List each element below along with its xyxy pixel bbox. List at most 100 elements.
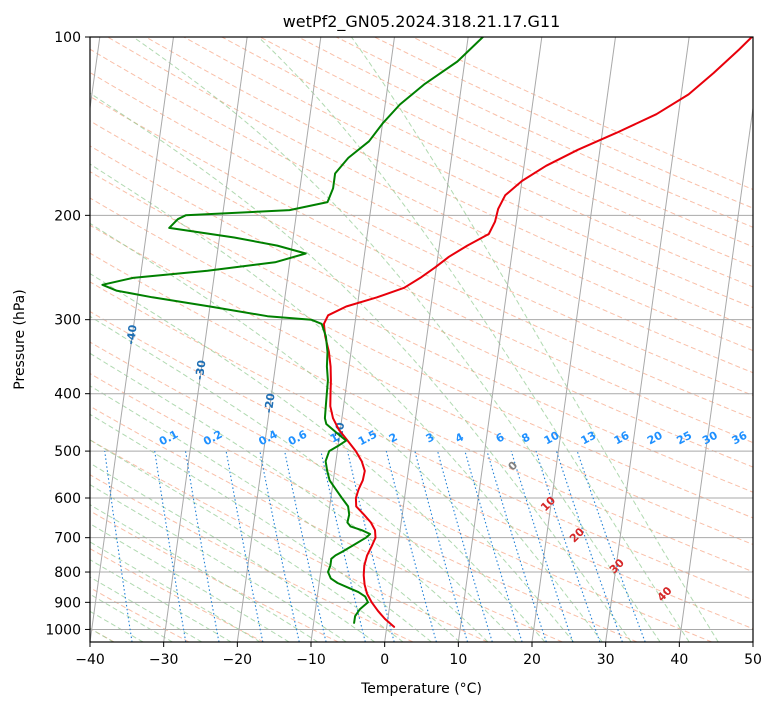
- isotherm: [531, 37, 616, 642]
- isotherm: [384, 37, 469, 642]
- pressure-gridlines: [90, 37, 753, 630]
- mixing-ratio-label: 10: [542, 429, 562, 448]
- plot-frame: [89, 36, 754, 643]
- x-axis-ticks: −40 −30 −20 −10 0 10 20 30 40 50: [75, 642, 762, 668]
- plot-area: -100-90-80-70-60-50-40-30-20-100.10.20.4…: [90, 37, 753, 642]
- isotherms: [90, 37, 753, 642]
- y-tick-label: 700: [54, 531, 81, 547]
- y-tick-label: 600: [54, 491, 81, 507]
- x-tick-label: −30: [149, 652, 179, 668]
- dry-adiabat: [90, 310, 753, 630]
- moist-adiabat: [90, 385, 461, 642]
- chart-title: wetPf2_GN05.2024.318.21.17.G11: [283, 12, 561, 32]
- moist-adiabat: [90, 541, 261, 642]
- dry-adiabat: [90, 71, 753, 397]
- moist-adiabat: [90, 576, 203, 642]
- dry-adiabat: [183, 37, 753, 309]
- temperature-line: [322, 37, 753, 628]
- mixing-ratio-line: [535, 450, 601, 642]
- moist-adiabat: [350, 37, 719, 642]
- isotherm: [310, 37, 395, 642]
- x-tick-label: 20: [523, 652, 541, 668]
- y-tick-label: 400: [54, 387, 81, 403]
- mixing-ratio-line: [464, 450, 523, 642]
- y-tick-label: 100: [54, 30, 81, 46]
- moist-adiabat: [258, 37, 690, 642]
- y-axis-label: Pressure (hPa): [12, 289, 28, 389]
- isotherm-label: -30: [193, 359, 209, 381]
- dry-adiabat: [90, 95, 753, 420]
- mixing-ratio-line: [284, 450, 327, 642]
- x-tick-label: 0: [380, 652, 389, 668]
- moist-adiabat: [90, 163, 603, 642]
- isotherm: [163, 37, 248, 642]
- x-tick-label: 50: [744, 652, 762, 668]
- dry-adiabat: [145, 37, 753, 330]
- y-tick-label: 500: [54, 444, 81, 460]
- sounding-series: [101, 37, 753, 628]
- mixing-ratio-line: [437, 450, 493, 642]
- isotherm: [457, 37, 543, 642]
- x-tick-label: −40: [75, 652, 105, 668]
- y-tick-label: 800: [54, 565, 81, 581]
- dry-adiabat: [90, 197, 753, 519]
- x-tick-label: −10: [296, 652, 326, 668]
- x-axis-label: Temperature (°C): [360, 681, 482, 697]
- dry-adiabat: [90, 224, 753, 545]
- moist-adiabat: [90, 352, 489, 642]
- isoline-labels: -100-90-80-70-60-50-40-30-20-100.10.20.4…: [124, 324, 750, 605]
- moist-adiabat: [90, 222, 574, 642]
- dry-adiabat: [90, 548, 264, 642]
- moist-adiabat: [90, 413, 432, 642]
- moist-adiabat: [90, 315, 517, 642]
- y-tick-label: 900: [54, 595, 81, 611]
- mixing-ratio-line: [510, 450, 574, 642]
- isotherm: [90, 37, 174, 642]
- moist-adiabat: [90, 273, 546, 642]
- x-tick-label: 10: [449, 652, 467, 668]
- isotherm: [236, 37, 322, 642]
- mixing-ratio-label: 25: [674, 429, 694, 448]
- y-tick-label: 300: [54, 313, 81, 329]
- mixing-ratio-lines: [104, 450, 646, 642]
- moist-adiabat: [132, 37, 661, 642]
- moist-adiabat: [90, 439, 404, 642]
- y-tick-label: 1000: [45, 622, 81, 638]
- y-axis-ticks: 1000 900 800 700 600 500 400 300 200 100: [45, 30, 90, 638]
- dry-adiabat: [90, 252, 753, 573]
- mixing-ratio-line: [104, 451, 133, 642]
- moist-adiabat: [90, 462, 376, 642]
- dry-adiabat: [90, 48, 753, 374]
- mixing-ratio-line: [259, 450, 300, 642]
- mixing-ratio-label: 13: [579, 429, 599, 448]
- mixing-ratio-line: [225, 450, 264, 642]
- mixing-ratio-label: 30: [700, 429, 720, 448]
- x-tick-label: 40: [670, 652, 688, 668]
- y-tick-label: 200: [54, 208, 81, 224]
- dry-adiabat: [90, 281, 753, 601]
- moist-adiabat: [90, 559, 232, 642]
- isotherm-label: -40: [124, 324, 140, 346]
- dry-adiabat: [90, 439, 488, 642]
- mixing-ratio-line: [320, 450, 366, 642]
- mixing-ratio-label: 36: [730, 429, 750, 448]
- x-tick-label: −20: [223, 652, 253, 668]
- mixing-ratio-label: 20: [645, 429, 665, 448]
- mixing-ratio-line: [486, 450, 547, 642]
- mixing-ratio-line: [385, 450, 437, 642]
- isotherm-label: -20: [262, 392, 278, 414]
- dewpoint-line: [101, 37, 484, 624]
- mixing-ratio-line: [576, 450, 646, 642]
- moist-adiabat: [90, 484, 347, 642]
- isotherm: [605, 37, 690, 642]
- isotherm: [678, 104, 753, 642]
- dry-adiabat: [90, 405, 563, 642]
- mixing-ratio-line: [414, 450, 469, 642]
- dry-adiabat: [221, 37, 753, 288]
- dry-adiabat: [107, 37, 753, 352]
- moist-adiabat: [90, 92, 632, 642]
- moist-adiabat: [90, 593, 173, 642]
- mixing-ratio-line: [555, 450, 623, 642]
